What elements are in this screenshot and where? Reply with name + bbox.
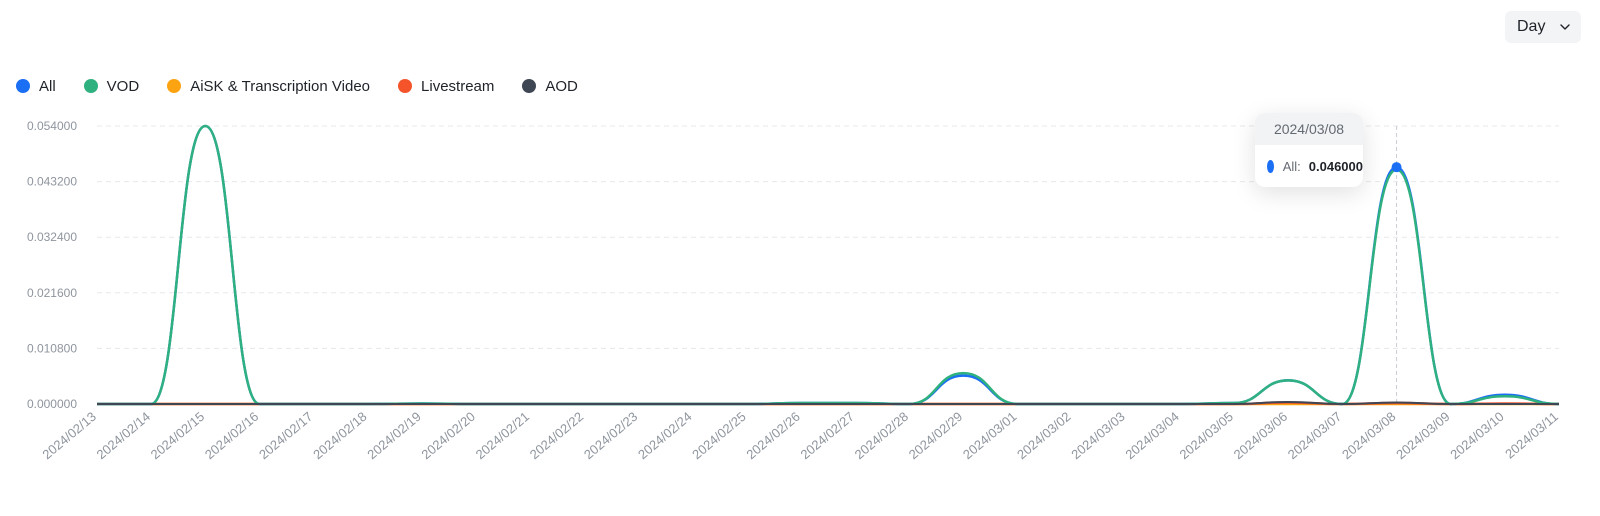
legend-item-0[interactable]: All: [16, 78, 56, 95]
y-tick-label: 0.010800: [27, 341, 77, 355]
x-tick-label: 2024/02/23: [581, 409, 640, 462]
chart-tooltip: 2024/03/08 All: 0.046000: [1255, 113, 1363, 187]
legend-dot: [167, 79, 182, 93]
x-tick-label: 2024/03/01: [960, 409, 1019, 462]
y-tick-label: 0.032400: [27, 230, 77, 244]
legend-dot: [16, 79, 30, 93]
legend-item-3[interactable]: Livestream: [398, 78, 494, 95]
x-tick-label: 2024/02/14: [94, 409, 153, 462]
y-tick-label: 0.021600: [27, 286, 77, 300]
tooltip-value: 0.046000: [1308, 158, 1363, 174]
tooltip-series-dot: [1267, 159, 1274, 173]
legend-dot: [83, 79, 98, 93]
x-tick-label: 2024/02/15: [148, 409, 207, 462]
x-tick-label: 2024/02/28: [852, 409, 911, 462]
y-tick-label: 0.000000: [27, 397, 77, 411]
x-tick-label: 2024/02/22: [527, 409, 586, 462]
hover-point: [1391, 162, 1402, 173]
tooltip-series-name: All:: [1282, 158, 1301, 174]
x-tick-label: 2024/02/29: [906, 409, 965, 462]
x-tick-label: 2024/03/06: [1231, 409, 1290, 462]
x-tick-label: 2024/03/09: [1393, 409, 1452, 462]
x-tick-label: 2024/02/25: [689, 409, 748, 462]
tooltip-date: 2024/03/08: [1255, 113, 1363, 145]
chevron-down-icon: [1560, 24, 1570, 30]
x-tick-label: 2024/02/13: [39, 409, 98, 462]
legend-label: Livestream: [421, 77, 495, 95]
x-tick-label: 2024/03/11: [1502, 409, 1561, 462]
x-tick-label: 2024/02/17: [256, 409, 315, 462]
x-tick-label: 2024/02/26: [743, 409, 802, 462]
legend-label: AiSK & Transcription Video: [190, 77, 371, 95]
series-line-aod: [96, 400, 1559, 405]
legend-label: All: [39, 77, 56, 95]
period-select[interactable]: Day: [1505, 11, 1581, 43]
x-tick-label: 2024/03/10: [1447, 409, 1506, 462]
legend-item-1[interactable]: VOD: [83, 77, 140, 95]
tooltip-row: All: 0.046000: [1255, 145, 1363, 187]
x-tick-label: 2024/03/04: [1122, 409, 1181, 462]
x-tick-label: 2024/02/20: [418, 409, 477, 462]
x-tick-label: 2024/02/24: [635, 409, 694, 462]
period-select-value: Day: [1517, 18, 1546, 35]
x-tick-label: 2024/02/19: [364, 409, 423, 462]
x-tick-label: 2024/03/05: [1177, 409, 1236, 462]
legend-item-4[interactable]: AOD: [522, 78, 578, 95]
legend-dot: [522, 79, 537, 93]
x-tick-label: 2024/02/18: [310, 409, 369, 462]
legend-item-2[interactable]: AiSK & Transcription Video: [167, 78, 370, 95]
x-tick-label: 2024/03/03: [1068, 409, 1127, 462]
y-tick-label: 0.043200: [27, 175, 77, 189]
legend-label: AOD: [545, 77, 578, 95]
legend-label: VOD: [106, 77, 140, 95]
x-tick-label: 2024/03/07: [1285, 409, 1344, 462]
x-tick-label: 2024/02/16: [202, 409, 261, 462]
x-tick-label: 2024/02/21: [473, 409, 532, 462]
x-tick-label: 2024/02/27: [798, 409, 857, 462]
x-tick-label: 2024/03/08: [1339, 409, 1398, 462]
chart-legend: All VOD AiSK & Transcription Video Livestre…: [16, 76, 606, 96]
y-tick-label: 0.054000: [27, 119, 77, 133]
legend-dot: [398, 79, 413, 93]
x-tick-label: 2024/03/02: [1014, 409, 1073, 462]
